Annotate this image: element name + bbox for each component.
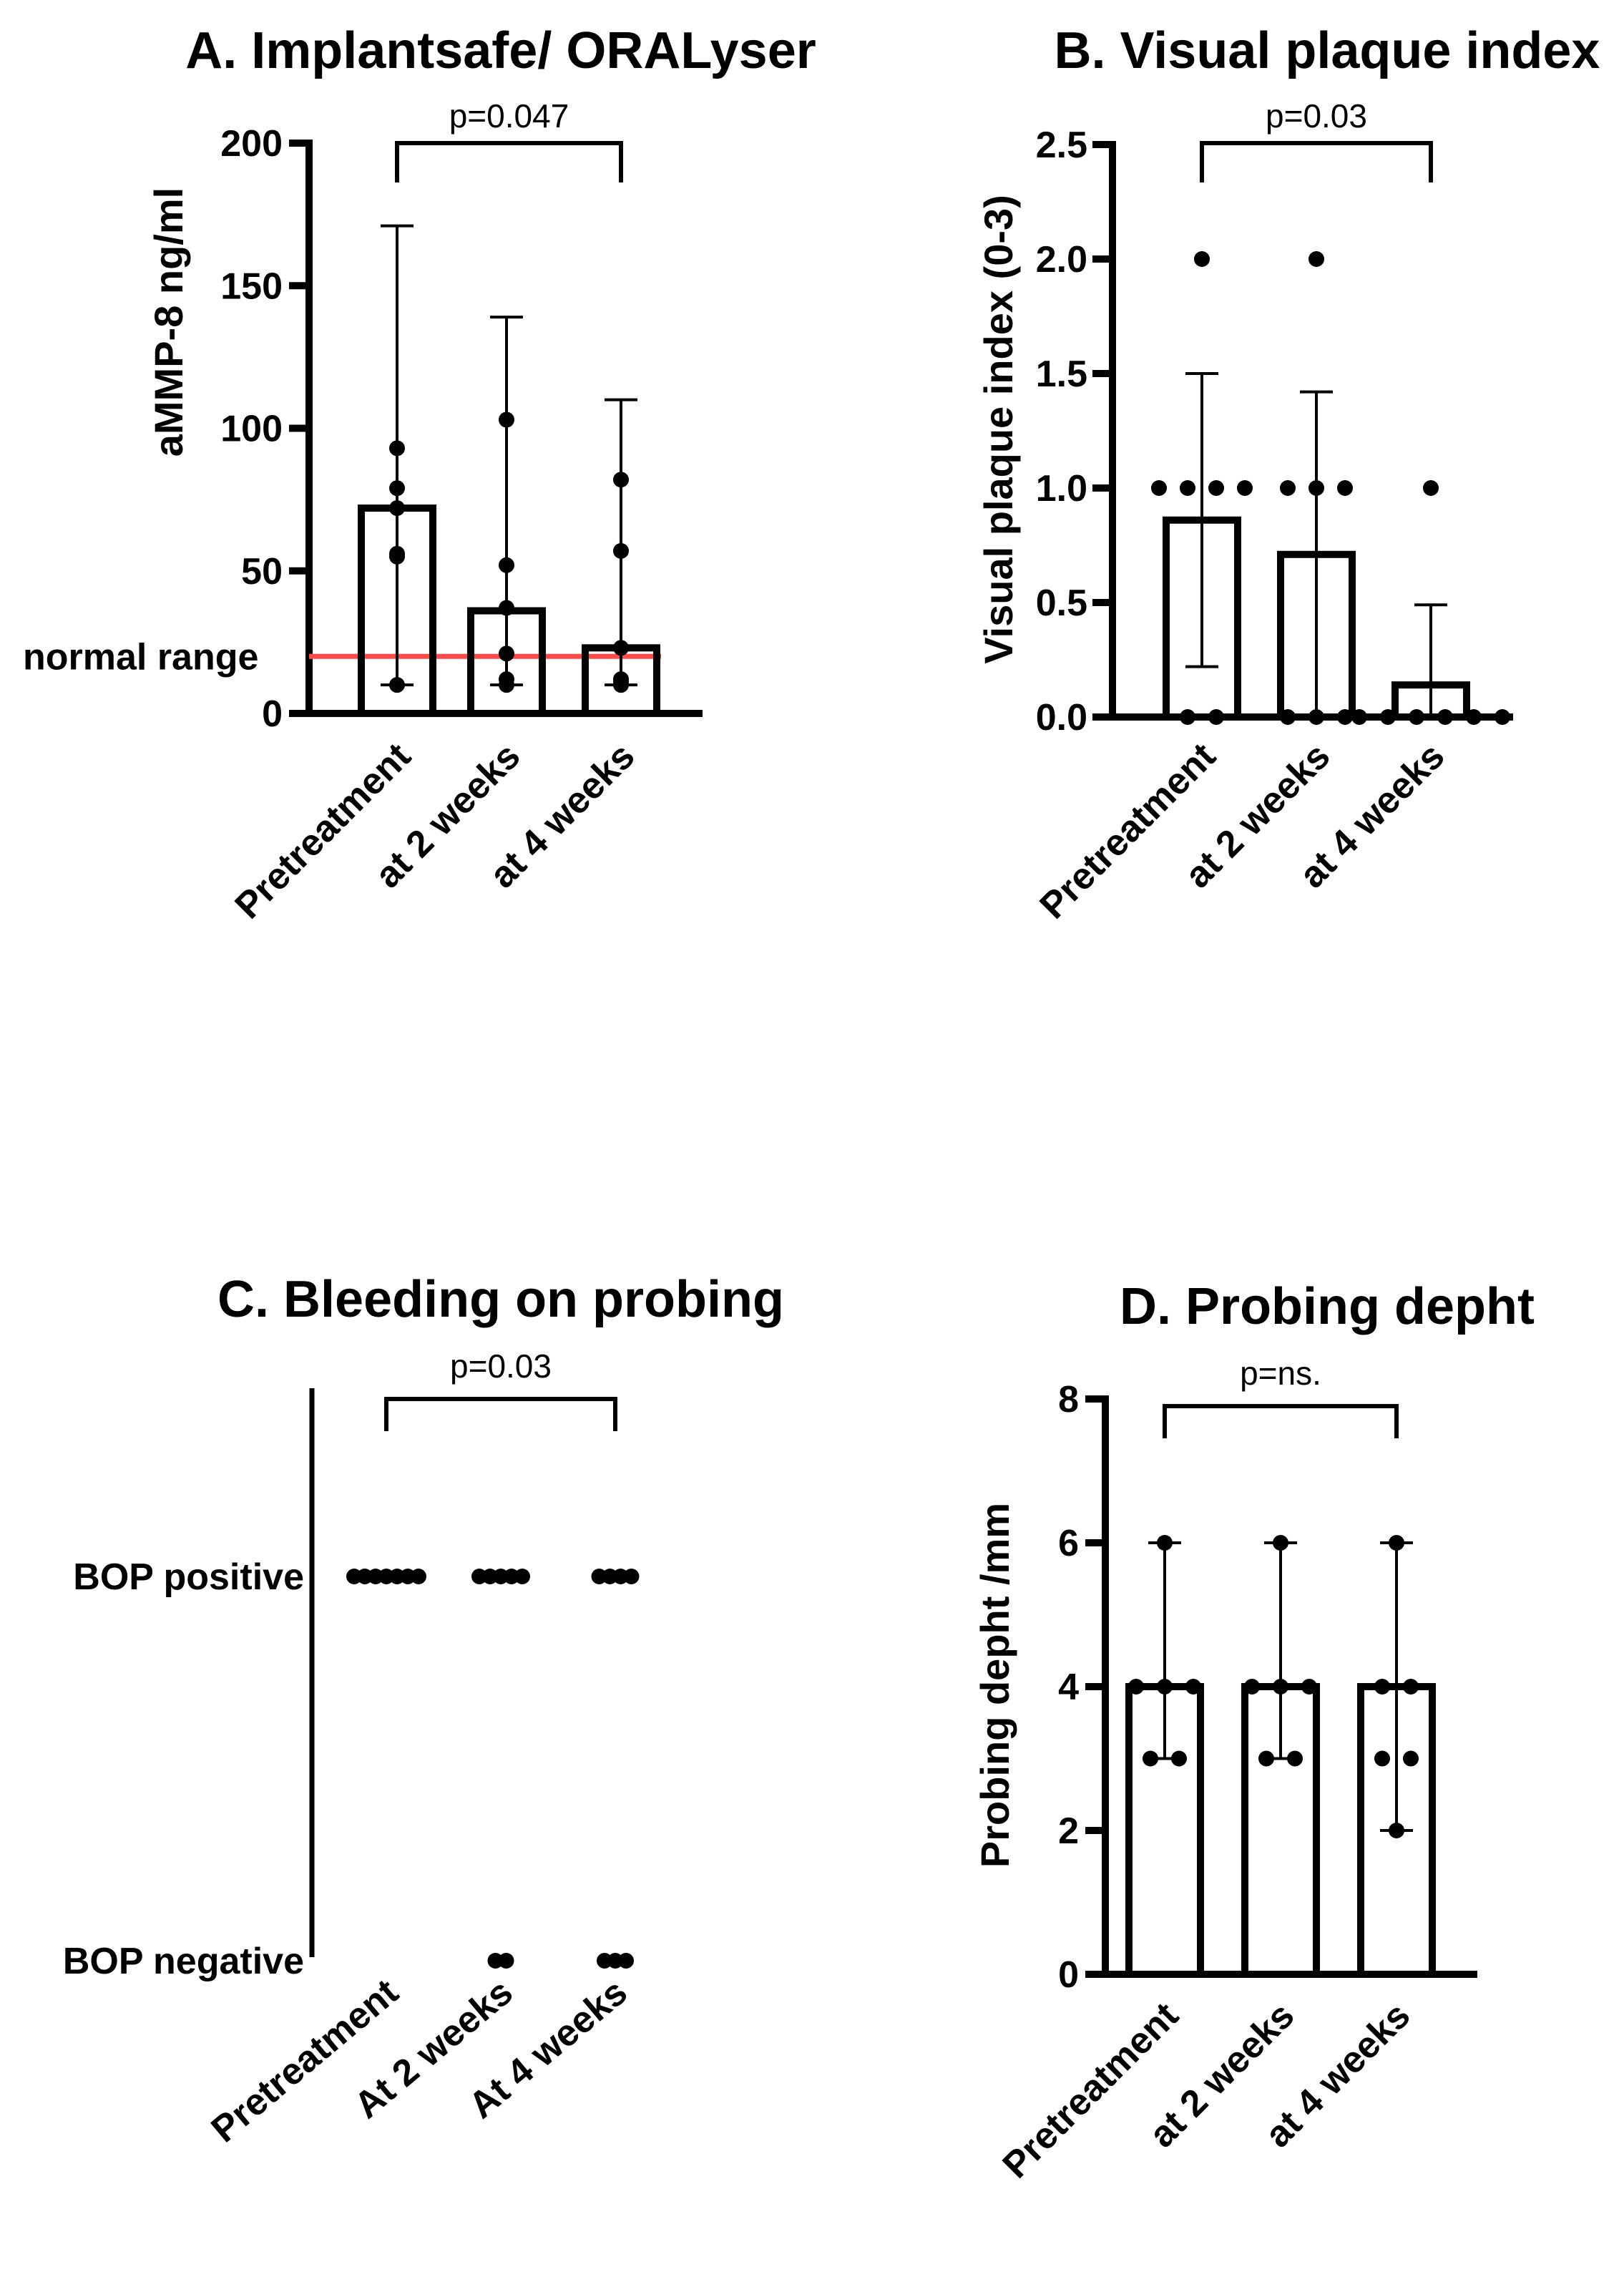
panel-C-p-value: p=0.03 [450,1347,552,1385]
panel-D-data-point [1301,1679,1317,1695]
panel-D-y-axis-label: Probing depht /mm [972,1503,1017,1868]
panel-A-data-point [613,640,629,656]
panel-B-data-point [1466,709,1482,725]
panel-A-data-point [389,677,405,693]
panel-D-data-point [1143,1750,1158,1767]
panel-B-y-axis-label: Visual plaque index (0-3) [976,195,1021,664]
panel-A-y-tick-label: 0 [262,693,283,735]
panel-A-data-point [613,671,629,688]
panel-B-significance-bracket [1200,141,1433,182]
panel-D-data-point [1374,1679,1390,1695]
panel-A-data-point [389,500,405,517]
panel-A-data-point [499,411,514,428]
panel-C-level-label: BOP positive [73,1556,304,1598]
panel-B-y-tick-label: 0.0 [1036,697,1087,738]
panel-B-data-point [1180,709,1195,725]
panel-D-y-tick-label: 2 [1058,1810,1079,1852]
panel-B-y-tick-label: 2.5 [1036,125,1087,166]
panel-D-data-point [1403,1679,1419,1695]
panel-C-significance-bracket [384,1397,617,1431]
panel-D-y-tick-label: 8 [1058,1379,1079,1420]
panel-B-data-point [1337,480,1353,496]
panel-B-data-point [1208,709,1224,725]
panel-D-title: D. Probing depht [1120,1278,1535,1335]
panel-D-data-point [1389,1535,1404,1551]
panel-B-p-value: p=0.03 [1266,97,1367,135]
panel-B-data-point [1151,480,1167,496]
panel-D-data-point [1258,1750,1274,1767]
panel-A-data-point [499,671,514,688]
panel-B-y-tick-label: 1.5 [1036,354,1087,395]
panel-A-y-tick-label: 150 [220,265,283,307]
panel-A-data-point [499,557,514,573]
panel-A-data-point [389,480,405,497]
panel-C-data-point [411,1569,426,1584]
panel-D-p-value: p=ns. [1240,1355,1321,1392]
panel-A-data-point [389,440,405,457]
panel-B-y-tick-label: 1.0 [1036,468,1087,509]
panel-C-level-label: BOP negative [63,1941,304,1982]
panel-A-reference-label: normal range [23,636,258,678]
panel-C-title: C. Bleeding on probing [217,1271,784,1328]
panel-D-y-tick-label: 4 [1058,1667,1079,1708]
panel-A-data-point [613,542,629,559]
panel-D-y-tick-label: 6 [1058,1523,1079,1564]
panel-B-data-point [1309,480,1324,496]
panel-D-data-point [1287,1750,1303,1767]
panel-A-data-point [389,545,405,562]
panel-A-significance-bracket [395,141,623,182]
panel-D-data-point [1185,1679,1201,1695]
panel-A-y-tick-label: 200 [220,123,283,165]
panel-D-data-point [1157,1535,1173,1551]
panel-D-data-point [1374,1750,1390,1767]
panel-A-p-value: p=0.047 [449,97,569,135]
panel-B-data-point [1237,480,1253,496]
panel-B-data-point [1194,251,1210,267]
panel-D-data-point [1273,1535,1288,1551]
panel-B-data-point [1437,709,1453,725]
panel-D-data-point [1128,1679,1144,1695]
panel-D-significance-bracket [1163,1404,1399,1438]
panel-A-category-label: Pretreatment [228,735,419,927]
panel-C-data-point [498,1953,514,1969]
panel-B-data-point [1495,709,1510,725]
panel-B-data-point [1380,709,1396,725]
panel-B-data-point [1280,480,1296,496]
panel-A-y-tick-label: 100 [220,409,283,450]
panel-D-y-tick-label: 0 [1058,1954,1079,1996]
panel-C-data-point [618,1953,634,1969]
panel-B-data-point [1180,480,1195,496]
panel-A-y-tick-label: 50 [241,551,283,593]
panel-B-data-point [1409,709,1424,725]
panel-D-data-point [1244,1679,1260,1695]
panel-B-data-point [1208,480,1224,496]
panel-B-data-point [1309,251,1324,267]
panel-B-y-tick-label: 0.5 [1036,582,1087,624]
panel-D-data-point [1403,1750,1419,1767]
panel-B-data-point [1351,709,1367,725]
panel-A-data-point [499,600,514,616]
panel-B-data-point [1423,480,1439,496]
panel-D-category-label: Pretreatment [995,1994,1187,2186]
panel-D-data-point [1157,1679,1173,1695]
panel-A-y-axis-label: aMMP-8 ng/ml [146,187,191,457]
panel-B-data-point [1337,709,1353,725]
panel-D-data-point [1171,1750,1187,1767]
panel-B-data-point [1280,709,1296,725]
panel-B-category-label: Pretreatment [1032,735,1224,927]
panel-C-data-point [514,1569,530,1584]
panel-B-title: B. Visual plaque index [1055,22,1600,79]
panel-A-data-point [613,472,629,488]
panel-D-data-point [1273,1679,1288,1695]
panel-B-y-tick-label: 2.0 [1036,239,1087,281]
panel-A-data-point [499,645,514,662]
panel-C-data-point [623,1569,640,1584]
panel-B-data-point [1309,709,1324,725]
panel-A-title: A. Implantsafe/ ORALyser [185,22,816,79]
panel-D-data-point [1389,1823,1404,1838]
